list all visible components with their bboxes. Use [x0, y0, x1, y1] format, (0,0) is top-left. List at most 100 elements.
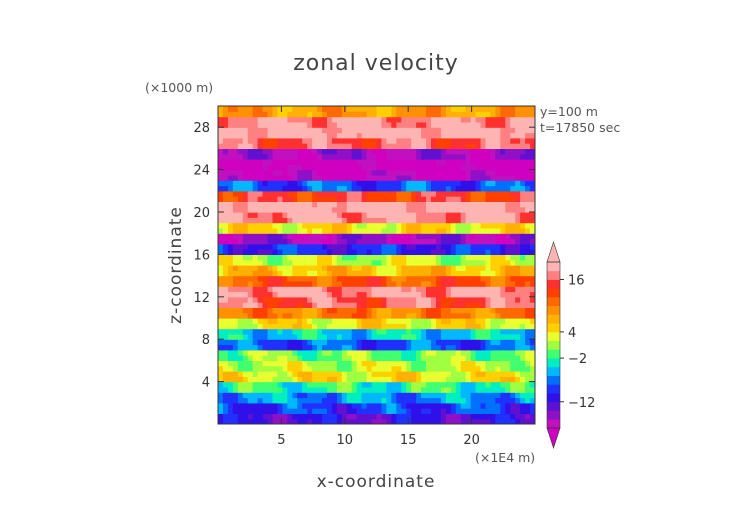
field-cell [257, 190, 264, 197]
field-cell [282, 286, 288, 293]
field-cell [450, 164, 457, 171]
field-cell [505, 344, 511, 351]
field-cell [406, 106, 412, 112]
field-cell [307, 153, 313, 160]
field-cell [227, 413, 234, 420]
field-cell [515, 339, 521, 346]
field-cell [237, 148, 244, 155]
field-cell [490, 259, 496, 266]
colorbar-frame [546, 261, 561, 429]
field-cell [227, 111, 234, 118]
field-cell [341, 408, 348, 414]
field-cell [302, 238, 308, 245]
field-cell [257, 355, 264, 361]
field-cell [232, 159, 239, 165]
field-cell [430, 238, 437, 245]
field-cell [322, 143, 328, 149]
field-cell [242, 265, 249, 271]
field-cell [282, 318, 288, 324]
field-cell [455, 169, 462, 176]
field-cell [272, 212, 279, 218]
field-cell [326, 206, 333, 213]
field-cell [307, 270, 313, 277]
field-cell [277, 328, 283, 335]
field-cell [227, 302, 234, 308]
field-cell [490, 376, 496, 383]
field-cell [386, 148, 392, 155]
field-cell [346, 286, 353, 293]
field-cell [242, 408, 249, 414]
field-cell [326, 238, 333, 245]
field-cell [440, 302, 447, 308]
field-cell [525, 249, 531, 255]
field-cell [307, 132, 313, 139]
field-cell [322, 323, 328, 330]
field-cell [381, 376, 387, 383]
field-cell [411, 227, 417, 234]
field-cell [426, 249, 432, 255]
field-cell [326, 243, 333, 250]
field-cell [416, 132, 422, 139]
field-cell [341, 413, 348, 420]
field-cell [341, 222, 348, 229]
field-cell [445, 413, 452, 420]
field-cell [426, 302, 432, 308]
field-cell [218, 180, 224, 187]
field-cell [386, 143, 392, 149]
field-cell [430, 127, 437, 134]
field-cell [386, 185, 392, 192]
field-cell [455, 201, 462, 208]
field-cell [287, 418, 293, 424]
field-cell [227, 355, 234, 361]
field-cell [440, 148, 447, 155]
field-cell [500, 339, 506, 346]
field-cell [232, 227, 239, 234]
field-cell [351, 143, 358, 149]
field-cell [520, 386, 526, 393]
field-cell [326, 227, 333, 234]
colorbar-segment [547, 305, 560, 315]
field-cell [287, 402, 293, 409]
field-cell [495, 143, 501, 149]
field-cell [520, 238, 526, 245]
field-cell [366, 106, 373, 112]
field-cell [455, 312, 462, 319]
field-cell [515, 169, 521, 176]
field-cell [366, 392, 373, 399]
field-cell [520, 164, 526, 171]
colorbar-segment [547, 331, 560, 342]
field-cell [277, 169, 283, 176]
field-cell [505, 153, 511, 160]
field-cell [361, 185, 368, 192]
field-cell [346, 212, 353, 218]
field-cell [381, 328, 387, 335]
field-cell [227, 365, 234, 372]
field-cell [366, 206, 373, 213]
field-cell [396, 249, 402, 255]
field-cell [331, 418, 338, 424]
field-cell [510, 233, 516, 240]
field-cell [421, 376, 427, 383]
field-cell [426, 408, 432, 414]
field-cell [297, 190, 303, 197]
field-cell [421, 275, 427, 282]
field-cell [406, 159, 412, 165]
field-cell [500, 275, 506, 282]
field-cell [351, 227, 358, 234]
field-cell [421, 201, 427, 208]
field-cell [292, 233, 298, 240]
field-cell [346, 254, 353, 261]
field-cell [411, 355, 417, 361]
field-cell [292, 148, 298, 155]
field-cell [421, 238, 427, 245]
field-cell [356, 217, 363, 224]
field-cell [302, 397, 308, 404]
field-cell [376, 318, 383, 324]
field-cell [381, 413, 387, 420]
field-cell [490, 190, 496, 197]
field-cell [302, 106, 308, 112]
field-cell [232, 381, 239, 388]
field-cell [445, 227, 452, 234]
field-cell [317, 127, 323, 134]
field-cell [440, 344, 447, 351]
